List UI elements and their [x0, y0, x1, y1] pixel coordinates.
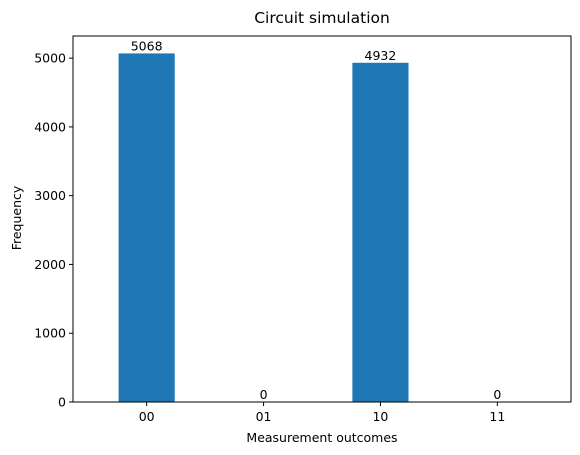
chart-title: Circuit simulation — [254, 9, 390, 27]
bar-00 — [118, 53, 175, 403]
bar-value-labels: 5068 0 4932 0 — [131, 38, 502, 402]
bar-label-10: 4932 — [365, 48, 397, 63]
bar-label-01: 0 — [260, 387, 268, 402]
y-tick-label-5000: 5000 — [34, 51, 66, 66]
bar-label-11: 0 — [493, 387, 501, 402]
x-axis-ticks: 00 01 10 11 — [139, 402, 505, 424]
y-tick-label-0: 0 — [58, 395, 66, 410]
bar-label-00: 5068 — [131, 38, 163, 53]
y-tick-label-1000: 1000 — [34, 326, 66, 341]
x-tick-label-01: 01 — [256, 409, 272, 424]
x-tick-label-10: 10 — [372, 409, 388, 424]
x-axis-label: Measurement outcomes — [246, 430, 397, 445]
y-tick-label-2000: 2000 — [34, 257, 66, 272]
y-axis-label: Frequency — [9, 185, 24, 250]
y-tick-label-3000: 3000 — [34, 188, 66, 203]
x-tick-label-00: 00 — [139, 409, 155, 424]
y-tick-label-4000: 4000 — [34, 119, 66, 134]
bars-group — [118, 53, 409, 403]
bar-10 — [352, 62, 409, 402]
y-axis-ticks: 0 1000 2000 3000 4000 5000 — [34, 51, 73, 410]
x-tick-label-11: 11 — [489, 409, 505, 424]
plot-frame — [72, 35, 572, 403]
